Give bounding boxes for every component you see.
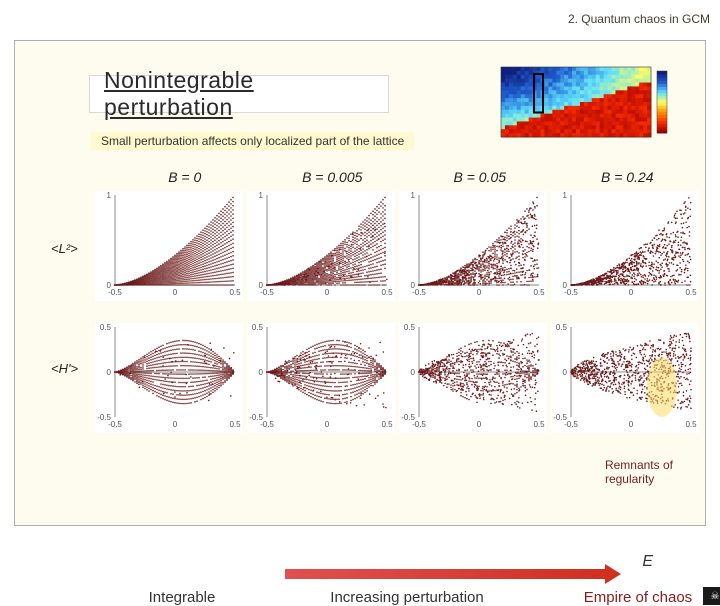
col-label-1: B = 0.005 xyxy=(259,169,407,185)
row-label-2: <H'> xyxy=(51,361,78,376)
svg-text:1: 1 xyxy=(411,191,416,200)
svg-text:0.5: 0.5 xyxy=(229,288,241,297)
plot-row-2: -0.500.5-0.500.5-0.500.5-0.500.5-0.500.5… xyxy=(95,323,699,433)
svg-text:0: 0 xyxy=(173,288,178,297)
label-empire: Empire of chaos ☠ xyxy=(537,589,720,606)
svg-text:1: 1 xyxy=(107,191,112,200)
plot-top-1: 01-0.500.5 xyxy=(247,191,395,301)
svg-text:-0.5: -0.5 xyxy=(260,288,274,297)
plot-bottom-2: -0.500.5-0.500.5 xyxy=(399,323,547,433)
svg-text:0.5: 0.5 xyxy=(381,288,393,297)
column-labels: B = 0 B = 0.005 B = 0.05 B = 0.24 xyxy=(111,169,701,185)
plot-top-3: 01-0.500.5 xyxy=(551,191,699,301)
perturbation-arrow xyxy=(285,569,605,579)
svg-text:0.5: 0.5 xyxy=(685,288,697,297)
svg-text:0: 0 xyxy=(325,288,330,297)
plot-bottom-0: -0.500.5-0.500.5 xyxy=(95,323,243,433)
svg-text:1: 1 xyxy=(563,191,568,200)
label-increasing: Increasing perturbation xyxy=(277,589,537,606)
svg-text:-0.5: -0.5 xyxy=(412,288,426,297)
plot-row-1: 01-0.500.501-0.500.501-0.500.501-0.500.5 xyxy=(95,191,699,301)
svg-text:0.5: 0.5 xyxy=(533,288,545,297)
plot-bottom-3: -0.500.5-0.500.5 xyxy=(551,323,699,433)
svg-text:0: 0 xyxy=(477,288,482,297)
svg-text:0: 0 xyxy=(629,288,634,297)
remnants-label: Remnants ofregularity xyxy=(605,459,673,487)
col-label-3: B = 0.24 xyxy=(554,169,702,185)
label-integrable: Integrable xyxy=(87,589,277,606)
page-title: Nonintegrable perturbation xyxy=(104,67,388,121)
plot-top-2: 01-0.500.5 xyxy=(399,191,547,301)
breadcrumb: 2. Quantum chaos in GCM xyxy=(568,12,710,26)
slide-frame: Nonintegrable perturbation Small perturb… xyxy=(14,40,706,526)
col-label-0: B = 0 xyxy=(111,169,259,185)
col-label-2: B = 0.05 xyxy=(406,169,554,185)
regularity-highlight xyxy=(647,357,677,417)
pirate-flag-icon: ☠ xyxy=(703,587,720,605)
svg-text:1: 1 xyxy=(259,191,264,200)
subtitle: Small perturbation affects only localize… xyxy=(91,132,414,150)
axis-e-label: E xyxy=(642,553,653,571)
plot-top-0: 01-0.500.5 xyxy=(95,191,243,301)
svg-text:-0.5: -0.5 xyxy=(108,288,122,297)
row-label-1: <L²> xyxy=(51,241,78,256)
heatmap-inset xyxy=(495,61,683,155)
title-box: Nonintegrable perturbation xyxy=(89,75,389,113)
label-empire-text: Empire of chaos xyxy=(584,589,692,606)
svg-text:-0.5: -0.5 xyxy=(564,288,578,297)
bottom-labels: Integrable Increasing perturbation Empir… xyxy=(87,589,720,606)
plot-bottom-1: -0.500.5-0.500.5 xyxy=(247,323,395,433)
